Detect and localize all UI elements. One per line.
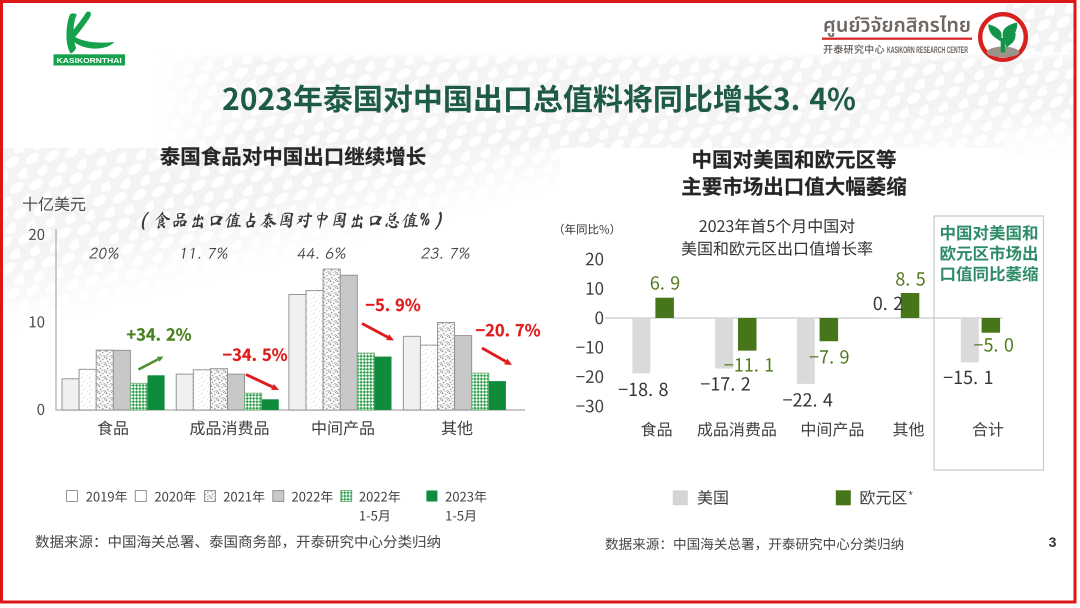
svg-text:3: 3 xyxy=(1049,534,1057,550)
svg-text:KASIKORNTHAI: KASIKORNTHAI xyxy=(57,56,122,65)
svg-text:KASIKORN RESEARCH CENTER: KASIKORN RESEARCH CENTER xyxy=(887,45,968,55)
svg-text:*: * xyxy=(909,490,914,502)
